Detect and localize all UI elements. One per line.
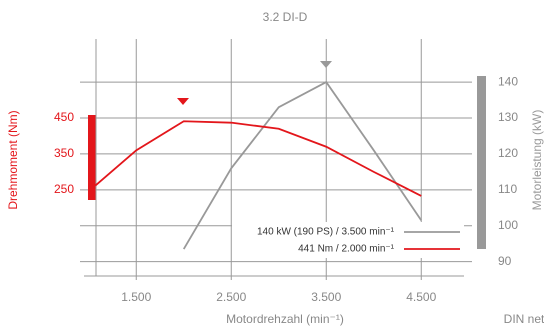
legend-label: 140 kW (190 PS) / 3.500 min⁻¹ <box>257 227 395 238</box>
chart-title: 3.2 DI-D <box>263 10 308 24</box>
x-tick-label: 1.500 <box>121 290 151 304</box>
y-tick-label: 350 <box>54 146 74 160</box>
y-tick-label: 450 <box>54 110 74 124</box>
power-peak-marker <box>320 61 332 68</box>
y2-tick-label: 100 <box>498 218 518 232</box>
torque-peak-marker <box>177 98 189 105</box>
power-range-bar <box>477 76 486 249</box>
y-tick-label: 250 <box>54 182 74 196</box>
legend-box <box>232 222 464 258</box>
x-tick-label: 3.500 <box>311 290 341 304</box>
series-line <box>94 120 422 197</box>
x-axis-label: Motordrehzahl (min⁻¹) <box>226 312 344 326</box>
y2-axis-label: Motorleistung (kW) <box>530 110 544 211</box>
legend-label: 441 Nm / 2.000 min⁻¹ <box>298 244 395 255</box>
x-tick-label: 2.500 <box>216 290 246 304</box>
y2-tick-label: 130 <box>498 110 518 124</box>
y2-tick-label: 90 <box>498 254 512 268</box>
y2-tick-label: 110 <box>498 182 517 196</box>
y2-tick-label: 120 <box>498 146 518 160</box>
y-axis-label: Drehmoment (Nm) <box>6 110 20 209</box>
x-tick-label: 4.500 <box>406 290 436 304</box>
series-line <box>182 80 422 250</box>
y2-tick-label: 140 <box>498 74 518 88</box>
torque-range-bar <box>88 115 96 200</box>
note: DIN net <box>504 312 544 326</box>
